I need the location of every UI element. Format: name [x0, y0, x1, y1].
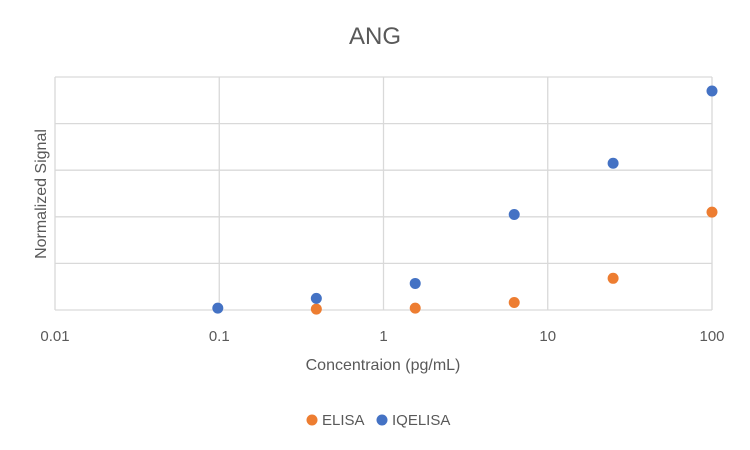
- x-tick-labels: 0.01 0.1 1 10 100: [40, 328, 724, 345]
- data-point-elisa: [409, 302, 421, 314]
- legend-marker-iqelisa: [376, 414, 388, 426]
- data-point-iqelisa: [310, 292, 322, 304]
- legend: ELISA IQELISA: [306, 412, 450, 429]
- x-tick-label: 100: [699, 328, 724, 345]
- data-point-iqelisa: [706, 85, 718, 97]
- data-point-elisa: [310, 303, 322, 315]
- data-point-iqelisa: [409, 277, 421, 289]
- data-point-elisa: [607, 272, 619, 284]
- x-tick-label: 0.01: [40, 328, 69, 345]
- data-point-iqelisa: [607, 157, 619, 169]
- x-axis-label: Concentraion (pg/mL): [306, 357, 461, 374]
- data-point-iqelisa: [508, 208, 520, 220]
- x-tick-label: 0.1: [209, 328, 230, 345]
- legend-label-elisa: ELISA: [322, 412, 365, 429]
- chart-title: ANG: [349, 23, 401, 50]
- legend-marker-elisa: [306, 414, 318, 426]
- legend-label-iqelisa: IQELISA: [392, 412, 450, 429]
- plot-points: [212, 85, 718, 315]
- data-point-iqelisa: [212, 302, 224, 314]
- x-tick-label: 1: [379, 328, 387, 345]
- data-point-elisa: [508, 297, 520, 309]
- y-axis-label: Normalized Signal: [33, 129, 50, 259]
- data-point-elisa: [706, 206, 718, 218]
- x-tick-label: 10: [539, 328, 556, 345]
- plot-grid: [54, 76, 713, 311]
